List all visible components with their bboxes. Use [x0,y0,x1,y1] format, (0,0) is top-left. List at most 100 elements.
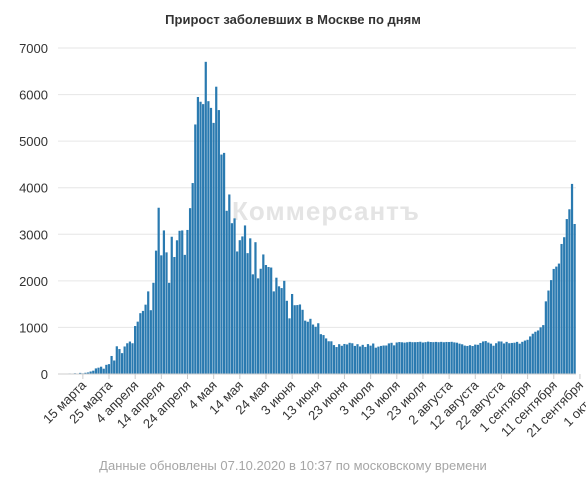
bar[interactable] [230,223,234,374]
bar[interactable] [238,240,241,374]
bar[interactable] [393,345,396,374]
bar[interactable] [515,341,519,374]
bar[interactable] [288,318,291,374]
bar[interactable] [317,323,320,374]
bar[interactable] [327,341,330,374]
bar[interactable] [552,268,555,374]
bar[interactable] [220,154,223,374]
bar[interactable] [290,293,294,374]
bar[interactable] [144,304,147,374]
bar[interactable] [309,318,312,374]
bar[interactable] [419,341,422,374]
bar[interactable] [241,236,244,374]
bar[interactable] [120,353,124,374]
bar[interactable] [105,364,108,374]
bar[interactable] [173,257,176,374]
bar[interactable] [403,342,406,374]
bar[interactable] [406,342,409,374]
bar[interactable] [531,333,534,374]
bar[interactable] [366,344,370,374]
bar[interactable] [243,225,247,374]
bar[interactable] [115,346,118,374]
bar[interactable] [186,229,189,374]
bar[interactable] [379,345,383,374]
bar[interactable] [387,343,391,374]
bar[interactable] [408,341,411,374]
bar[interactable] [285,300,288,374]
bar[interactable] [369,345,372,374]
bar[interactable] [170,236,173,374]
bar[interactable] [183,254,186,374]
bar[interactable] [351,343,354,374]
bar[interactable] [194,124,197,374]
bar[interactable] [175,240,179,374]
bar[interactable] [416,342,419,374]
bar[interactable] [377,346,380,374]
bar[interactable] [277,286,281,374]
bar[interactable] [461,344,464,374]
bar[interactable] [168,282,171,374]
bar[interactable] [215,86,218,374]
bar[interactable] [345,344,349,374]
bar[interactable] [199,101,202,375]
bar[interactable] [440,341,443,374]
bar[interactable] [573,223,576,374]
bar[interactable] [217,110,220,374]
bar[interactable] [113,360,116,374]
bar[interactable] [325,338,328,374]
bar[interactable] [149,310,152,374]
bar[interactable] [513,342,516,374]
bar[interactable] [521,341,524,374]
bar[interactable] [356,344,359,374]
bar[interactable] [455,342,459,374]
bar[interactable] [89,371,92,374]
bar[interactable] [411,342,414,374]
bar[interactable] [445,341,448,374]
bar[interactable] [502,343,506,374]
bar[interactable] [100,366,103,374]
bar[interactable] [322,335,325,374]
bar[interactable] [110,355,113,374]
bar[interactable] [94,368,97,374]
bar[interactable] [152,282,155,374]
bar[interactable] [128,341,132,374]
bar[interactable] [123,346,126,374]
bar[interactable] [202,104,205,375]
bar[interactable] [484,341,487,374]
bar[interactable] [563,237,566,374]
bar[interactable] [118,349,121,374]
bar[interactable] [178,230,181,374]
bar[interactable] [427,341,430,374]
bar[interactable] [233,218,236,374]
bar[interactable] [296,305,299,374]
bar[interactable] [196,96,200,375]
bar[interactable] [364,346,367,374]
bar[interactable] [165,252,168,374]
bar[interactable] [549,280,553,374]
bar[interactable] [489,343,493,374]
bar[interactable] [544,301,547,374]
bar[interactable] [536,330,540,374]
bar[interactable] [222,152,226,374]
bar[interactable] [476,344,479,374]
bar[interactable] [254,242,257,374]
bar[interactable] [275,277,278,374]
bar[interactable] [413,342,417,374]
bar[interactable] [107,364,111,374]
bar[interactable] [136,321,139,374]
bar[interactable] [251,274,254,374]
bar[interactable] [131,343,134,374]
bar[interactable] [429,342,432,374]
bar[interactable] [259,268,262,374]
bar[interactable] [204,61,207,374]
bar[interactable] [207,101,210,375]
bar[interactable] [134,326,137,374]
bar[interactable] [395,342,398,374]
bar[interactable] [298,304,302,374]
bar[interactable] [343,343,346,374]
bar[interactable] [447,342,451,374]
bar[interactable] [147,291,150,374]
bar[interactable] [568,209,571,374]
bar[interactable] [453,342,456,374]
bar[interactable] [382,345,385,375]
